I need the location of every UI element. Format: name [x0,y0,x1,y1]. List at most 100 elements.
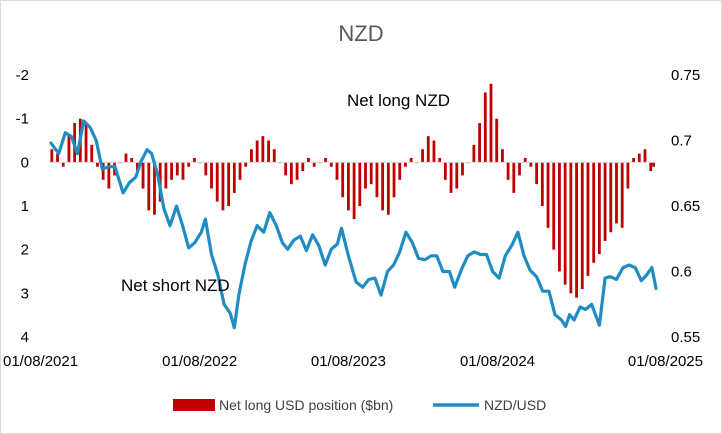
bar-2021-08-17 [56,153,59,163]
bar-2023-09-12 [364,162,367,189]
bar-2025-08-19 [652,162,655,167]
bar-2023-01-31 [272,149,276,163]
bar-2024-04-09 [449,162,453,193]
bar-2023-11-21 [392,162,396,198]
left-tick-label: 1 [21,198,29,215]
bar-2024-01-02 [409,157,413,163]
bar-2023-03-14 [289,162,293,185]
bar-2024-07-16 [489,83,493,163]
bar-2022-11-08 [238,162,242,180]
bar-2025-06-03 [620,162,624,228]
bar-2022-11-22 [244,162,248,167]
bar-2025-03-25 [592,162,596,263]
bar-2025-07-29 [643,149,647,163]
bar-2024-01-30 [421,149,424,163]
bar-2023-04-25 [307,157,310,163]
bar-2023-07-04 [335,162,339,180]
bar-2022-09-27 [221,162,225,211]
bar-2025-06-17 [626,162,630,189]
bar-2023-09-26 [369,162,373,185]
x-tick-label: 01/08/2022 [162,353,237,370]
bar-2022-10-25 [232,162,236,193]
bar-2023-08-29 [358,162,362,206]
bar-2023-12-05 [398,162,402,180]
bar-2023-12-19 [404,162,407,167]
right-tick-label: 0.75 [671,67,700,84]
bar-2023-05-09 [312,162,316,167]
bar-2023-03-28 [295,162,299,180]
bar-2024-12-17 [552,162,556,250]
bar-2023-08-01 [347,162,350,211]
bar-2024-08-13 [501,149,504,163]
x-tick-label: 01/08/2023 [311,353,386,370]
bar-2025-07-01 [632,157,635,163]
bar-2021-09-14 [67,136,71,163]
bar-2022-07-05 [187,162,191,167]
bar-2022-07-19 [193,157,196,163]
left-tick-label: 2 [21,242,29,259]
bar-2024-12-31 [558,162,561,272]
bar-2022-10-11 [227,162,231,206]
chart-title: NZD [338,21,383,46]
bar-2022-04-12 [153,162,156,215]
bar-2022-03-15 [141,162,145,189]
left-tick-label: 3 [21,285,29,302]
bar-2021-12-07 [101,162,105,180]
bar-2025-01-28 [569,162,573,294]
bar-2022-06-21 [181,162,185,180]
bar-2025-05-20 [615,162,618,224]
bar-2022-02-01 [124,153,128,163]
bar-2024-07-30 [495,118,499,163]
left-tick-label: -1 [16,111,29,128]
bar-2024-02-27 [432,140,436,163]
bar-2024-11-05 [535,162,539,185]
bar-2024-10-22 [529,162,533,167]
bar-2021-10-26 [84,123,88,163]
right-tick-label: 0.7 [671,133,692,150]
bar-2023-02-28 [284,162,288,176]
bar-2025-01-14 [563,162,567,285]
bar-2024-10-08 [523,157,527,163]
bar-2025-08-12 [649,162,653,172]
bar-2024-06-18 [478,123,481,163]
bar-2022-03-29 [147,162,151,211]
left-axis: -2 -1 0 1 2 3 4 [16,67,29,346]
bar-2021-11-09 [90,144,94,163]
x-tick-label: 01/08/2021 [3,353,78,370]
bar-2023-08-15 [352,162,356,220]
x-tick-label: 01/08/2025 [628,353,703,370]
bar-2022-02-15 [130,157,134,163]
bar-2025-03-11 [586,162,590,276]
right-tick-label: 0.6 [671,264,692,281]
bar-2023-01-17 [267,140,270,163]
annotation-net-long: Net long NZD [347,91,450,110]
legend-swatch-bars [173,399,215,411]
bar-2025-07-15 [637,153,641,163]
bar-2024-08-27 [506,162,510,180]
bar-2022-05-24 [170,162,173,180]
bar-2022-05-10 [164,162,168,189]
bar-2025-05-06 [609,162,613,233]
bar-2022-09-13 [215,162,219,202]
left-tick-label: 4 [21,329,29,346]
bar-2024-02-13 [426,136,430,163]
bar-2023-11-07 [386,162,390,215]
bar-2025-02-25 [580,162,584,289]
bar-2022-12-20 [255,140,259,163]
left-tick-label: 0 [21,154,29,171]
legend: Net long USD position ($bn) NZD/USD [173,397,546,413]
bar-2021-08-03 [50,149,54,163]
bar-2022-12-06 [250,149,253,163]
bar-2021-11-23 [96,162,99,167]
legend-label-bars: Net long USD position ($bn) [219,397,393,413]
nzdusd-line [49,119,658,330]
bar-2021-12-21 [107,162,111,189]
bar-2024-04-23 [455,162,459,189]
x-axis: 01/08/2021 01/08/2022 01/08/2023 01/08/2024… [3,353,703,370]
bar-2022-06-07 [175,162,179,176]
bar-2024-11-19 [540,162,544,206]
bar-2024-03-12 [438,157,442,163]
bar-2023-10-10 [375,162,379,198]
bar-2023-04-11 [301,162,305,172]
